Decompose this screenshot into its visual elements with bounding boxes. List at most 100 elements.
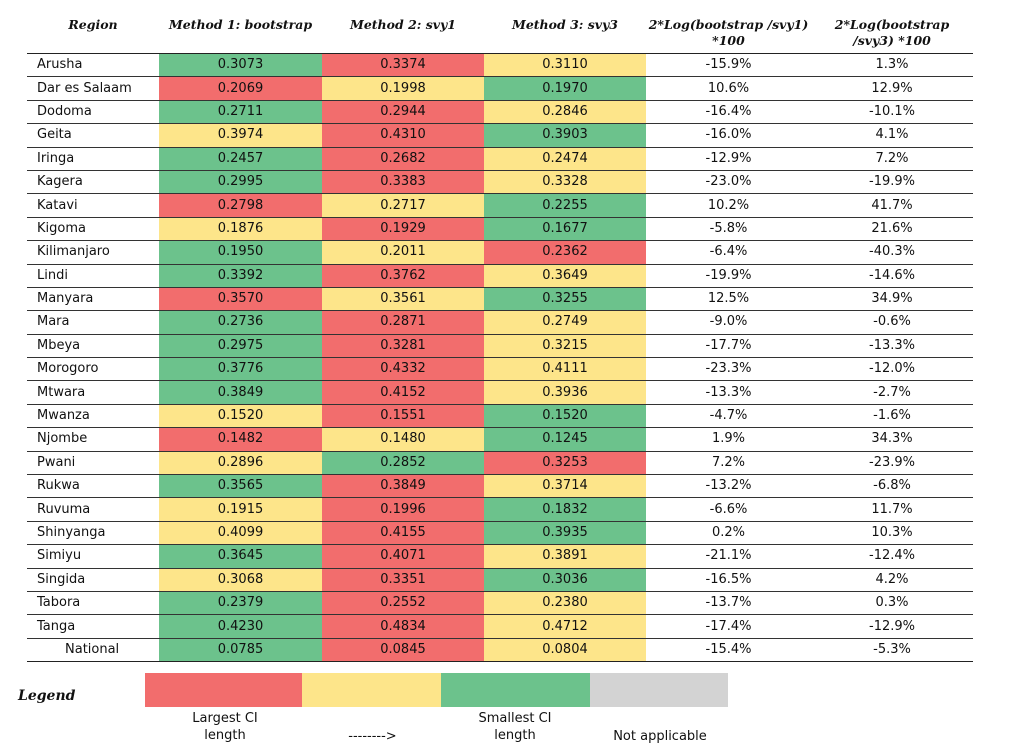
method1-cell: 0.1950 — [159, 240, 322, 265]
table-row: Rukwa 0.3565 0.3849 0.3714 -13.2% -6.8% — [27, 474, 973, 499]
method1-cell: 0.1520 — [159, 404, 322, 429]
region-cell: Mwanza — [27, 404, 159, 429]
method3-cell: 0.4712 — [484, 614, 646, 639]
method3-cell: 0.2749 — [484, 310, 646, 335]
log-ratio-svy3-cell: 4.1% — [811, 123, 973, 148]
region-cell: Singida — [27, 568, 159, 592]
log-ratio-svy1-cell: 10.2% — [646, 193, 811, 218]
table-row: Geita 0.3974 0.4310 0.3903 -16.0% 4.1% — [27, 123, 973, 148]
method2-cell: 0.4834 — [322, 614, 484, 639]
method2-cell: 0.3351 — [322, 568, 484, 592]
ci-comparison-table: Region Method 1: bootstrap Method 2: svy… — [27, 14, 973, 663]
log-ratio-svy3-cell: 12.9% — [811, 76, 973, 101]
legend-swatch-largest — [145, 673, 302, 707]
method2-cell: 0.4071 — [322, 544, 484, 569]
log-ratio-svy1-cell: -6.4% — [646, 240, 811, 265]
method1-cell: 0.3565 — [159, 474, 322, 499]
log-ratio-svy1-cell: -16.4% — [646, 100, 811, 125]
method1-cell: 0.3974 — [159, 123, 322, 148]
log-ratio-svy1-cell: -21.1% — [646, 544, 811, 569]
method3-cell: 0.2380 — [484, 591, 646, 616]
log-ratio-svy3-cell: -19.9% — [811, 170, 973, 195]
region-cell: Arusha — [27, 53, 159, 78]
method3-cell: 0.2846 — [484, 100, 646, 125]
table-row: Pwani 0.2896 0.2852 0.3253 7.2% -23.9% — [27, 451, 973, 476]
method1-cell: 0.3776 — [159, 357, 322, 382]
log-ratio-svy1-cell: -15.4% — [646, 638, 811, 663]
method1-cell: 0.2896 — [159, 451, 322, 476]
table-row: Manyara 0.3570 0.3561 0.3255 12.5% 34.9% — [27, 287, 973, 312]
method1-cell: 0.3068 — [159, 568, 322, 592]
table-row: Lindi 0.3392 0.3762 0.3649 -19.9% -14.6% — [27, 264, 973, 288]
region-cell: Dodoma — [27, 100, 159, 125]
log-ratio-svy1-cell: -13.2% — [646, 474, 811, 499]
table-row: Singida 0.3068 0.3351 0.3036 -16.5% 4.2% — [27, 568, 973, 592]
method3-cell: 0.2255 — [484, 193, 646, 218]
method2-cell: 0.3849 — [322, 474, 484, 499]
log-ratio-svy1-cell: -6.6% — [646, 497, 811, 522]
region-cell: Tanga — [27, 614, 159, 639]
log-ratio-svy1-cell: -17.4% — [646, 614, 811, 639]
method3-cell: 0.1677 — [484, 217, 646, 242]
log-ratio-svy3-cell: -1.6% — [811, 404, 973, 429]
method1-cell: 0.4099 — [159, 521, 322, 546]
method3-cell: 0.3036 — [484, 568, 646, 592]
method2-cell: 0.3383 — [322, 170, 484, 195]
log-ratio-svy3-cell: -12.4% — [811, 544, 973, 569]
table-row: Katavi 0.2798 0.2717 0.2255 10.2% 41.7% — [27, 193, 973, 218]
log-ratio-svy3-cell: 34.9% — [811, 287, 973, 312]
table-row: Shinyanga 0.4099 0.4155 0.3935 0.2% 10.3% — [27, 521, 973, 546]
table-row: Iringa 0.2457 0.2682 0.2474 -12.9% 7.2% — [27, 147, 973, 171]
method1-cell: 0.2069 — [159, 76, 322, 101]
region-cell: National — [27, 638, 159, 663]
method2-cell: 0.2871 — [322, 310, 484, 335]
table-body: Arusha 0.3073 0.3374 0.3110 -15.9% 1.3% Dar es… — [27, 53, 973, 663]
method2-cell: 0.2944 — [322, 100, 484, 125]
region-cell: Kagera — [27, 170, 159, 195]
log-ratio-svy3-cell: -23.9% — [811, 451, 973, 476]
log-ratio-svy3-cell: -40.3% — [811, 240, 973, 265]
table-row: Simiyu 0.3645 0.4071 0.3891 -21.1% -12.4% — [27, 544, 973, 569]
method3-cell: 0.3649 — [484, 264, 646, 288]
method3-cell: 0.1970 — [484, 76, 646, 101]
table-row: Njombe 0.1482 0.1480 0.1245 1.9% 34.3% — [27, 427, 973, 452]
method3-cell: 0.4111 — [484, 357, 646, 382]
legend-largest-label: Largest CI length — [192, 711, 258, 743]
table-row: Kilimanjaro 0.1950 0.2011 0.2362 -6.4% -40.3% — [27, 240, 973, 265]
legend-swatch-middle — [302, 673, 441, 707]
region-cell: Kigoma — [27, 217, 159, 242]
method1-cell: 0.1482 — [159, 427, 322, 452]
region-cell: Tabora — [27, 591, 159, 616]
method2-cell: 0.0845 — [322, 638, 484, 663]
region-cell: Kilimanjaro — [27, 240, 159, 265]
log-ratio-svy3-cell: 34.3% — [811, 427, 973, 452]
log-ratio-svy1-cell: -17.7% — [646, 334, 811, 359]
region-cell: Shinyanga — [27, 521, 159, 546]
method1-cell: 0.3849 — [159, 380, 322, 405]
method2-cell: 0.2682 — [322, 147, 484, 171]
method1-cell: 0.2975 — [159, 334, 322, 359]
method1-cell: 0.3392 — [159, 264, 322, 288]
method2-cell: 0.2011 — [322, 240, 484, 265]
table-row: Dodoma 0.2711 0.2944 0.2846 -16.4% -10.1% — [27, 100, 973, 125]
method3-cell: 0.1245 — [484, 427, 646, 452]
table-row: Tabora 0.2379 0.2552 0.2380 -13.7% 0.3% — [27, 591, 973, 616]
method1-cell: 0.1876 — [159, 217, 322, 242]
method1-cell: 0.3073 — [159, 53, 322, 78]
table-row: Dar es Salaam 0.2069 0.1998 0.1970 10.6% 12.9… — [27, 76, 973, 101]
log-ratio-svy3-cell: 7.2% — [811, 147, 973, 171]
method3-cell: 0.3891 — [484, 544, 646, 569]
log-ratio-svy3-cell: -2.7% — [811, 380, 973, 405]
legend-swatch-not-applicable — [590, 673, 728, 707]
log-ratio-svy1-cell: -16.5% — [646, 568, 811, 592]
method2-cell: 0.1480 — [322, 427, 484, 452]
method2-cell: 0.2852 — [322, 451, 484, 476]
region-cell: Katavi — [27, 193, 159, 218]
log-ratio-svy1-cell: 1.9% — [646, 427, 811, 452]
method3-cell: 0.3328 — [484, 170, 646, 195]
log-ratio-svy3-cell: -0.6% — [811, 310, 973, 335]
header-method1: Method 1: bootstrap — [159, 14, 322, 54]
region-cell: Ruvuma — [27, 497, 159, 522]
table-row: Kagera 0.2995 0.3383 0.3328 -23.0% -19.9% — [27, 170, 973, 195]
method2-cell: 0.3762 — [322, 264, 484, 288]
